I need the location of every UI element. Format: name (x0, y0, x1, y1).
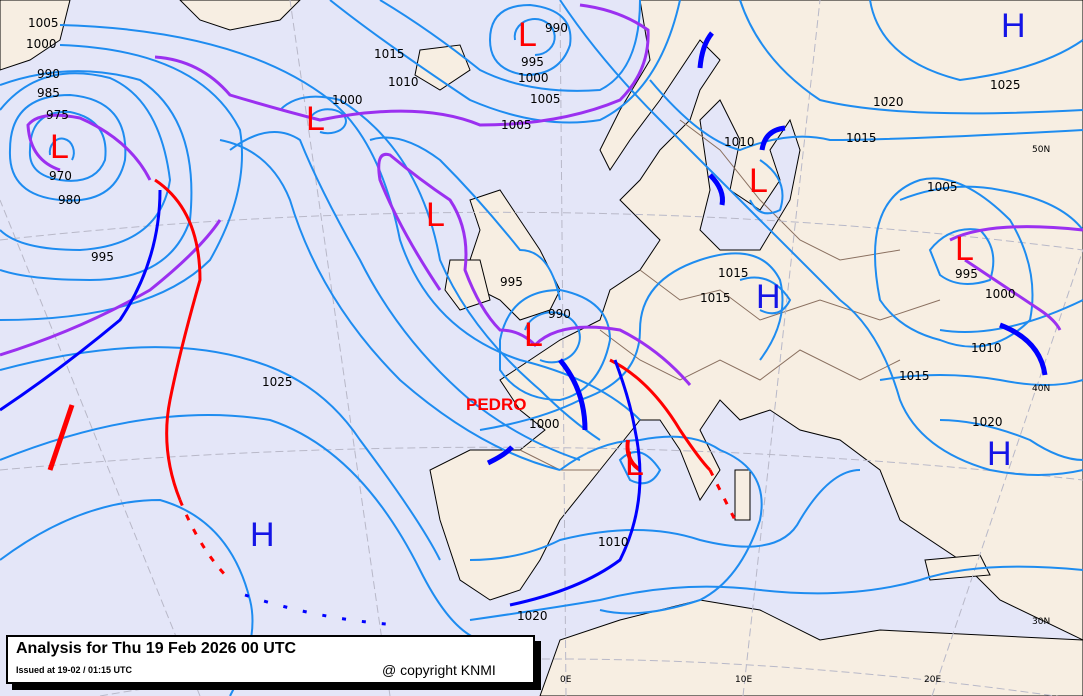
trough (47, 404, 75, 471)
isobar-label: 970 (49, 169, 72, 183)
isobar-label: 990 (548, 307, 571, 321)
isobar-label: 1020 (873, 95, 904, 109)
borders (519, 119, 941, 471)
warm-front (708, 469, 737, 521)
graticule-labels: 50N 40N 30N 0E 10E 20E (560, 145, 1050, 685)
isobar-label: 1025 (990, 78, 1021, 92)
warm-front (625, 439, 642, 472)
isobar-label: 1015 (374, 47, 405, 61)
high-center: H (1001, 7, 1026, 45)
low-center: L (625, 445, 644, 483)
lat-label: 50N (1032, 145, 1050, 155)
isobar-label: 1010 (388, 75, 419, 89)
map-title: Analysis for Thu 19 Feb 2026 00 UTC (16, 640, 297, 657)
isobar-label: 1000 (985, 287, 1016, 301)
isobar-label: 1010 (598, 535, 629, 549)
high-center: H (250, 516, 275, 554)
isobar-label: 1000 (529, 417, 560, 431)
lat-label: 40N (1032, 384, 1050, 394)
isobar-label: 1015 (718, 266, 749, 280)
copyright: @ copyright KNMI (382, 662, 496, 678)
trough (999, 322, 1048, 376)
high-center: H (756, 278, 781, 316)
isobar-label: 995 (955, 267, 978, 281)
isobar-label: 1015 (899, 369, 930, 383)
lat-label: 30N (1032, 617, 1050, 627)
high-center: H (987, 435, 1012, 473)
isobar-label: 1000 (26, 37, 57, 51)
isobar-label: 1020 (517, 609, 548, 623)
isobar-label: 995 (91, 250, 114, 264)
low-center: L (50, 128, 69, 166)
isobar-label: 1005 (927, 180, 958, 194)
occluded-front (377, 152, 692, 386)
isobar-label: 995 (500, 275, 523, 289)
isobar-label: 980 (58, 193, 81, 207)
isobar-label: 1015 (846, 131, 877, 145)
fronts (0, 3, 1083, 627)
occluded-front (154, 3, 650, 127)
isobar-label: 990 (37, 67, 60, 81)
isobar-label: 1005 (530, 92, 561, 106)
warm-front (609, 358, 712, 472)
low-center: L (426, 196, 445, 234)
isobar-label: 1015 (700, 291, 731, 305)
isobar-label: 1020 (972, 415, 1003, 429)
low-center: L (524, 316, 543, 354)
isobar-label: 1010 (971, 341, 1002, 355)
lon-label: 20E (924, 675, 941, 685)
issued-time: Issued at 19-02 / 01:15 UTC (16, 665, 133, 675)
low-center: L (749, 162, 768, 200)
isobar-label: 1005 (501, 118, 532, 132)
isobar-label: 1000 (518, 71, 549, 85)
lon-label: 0E (560, 675, 572, 685)
cold-front (509, 359, 642, 607)
isobar-label: 995 (521, 55, 544, 69)
isobar-label: 975 (46, 108, 69, 122)
trough (759, 125, 786, 151)
occluded-front (964, 258, 1062, 331)
trough (486, 445, 514, 466)
cold-front (0, 189, 162, 412)
trough (708, 173, 725, 206)
isobar-label: 990 (545, 21, 568, 35)
occluded-front (0, 219, 222, 357)
occluded-front (26, 113, 152, 181)
isobar-label: 985 (37, 86, 60, 100)
isobar-labels: 1005 1000 990 985 975 970 980 995 1015 1010 1000 99… (26, 16, 1021, 623)
low-center: L (518, 16, 537, 54)
analysis-caption: Analysis for Thu 19 Feb 2026 00 UTC Issu… (6, 635, 535, 684)
isobar-label: 1000 (332, 93, 363, 107)
occluded-front (949, 225, 1083, 242)
pressure-centers: L L L L L L L L H H H H (50, 7, 1026, 554)
trough (558, 358, 588, 431)
low-center: L (955, 230, 974, 268)
lon-label: 10E (735, 675, 752, 685)
trough (697, 31, 714, 69)
isobar-label: 1025 (262, 375, 293, 389)
warm-front (154, 178, 202, 501)
isobar-label: 1005 (28, 16, 59, 30)
low-center: L (306, 100, 325, 138)
storm-name-label: PEDRO (466, 395, 526, 414)
warm-front (178, 499, 232, 582)
isobar-label: 1010 (724, 135, 755, 149)
